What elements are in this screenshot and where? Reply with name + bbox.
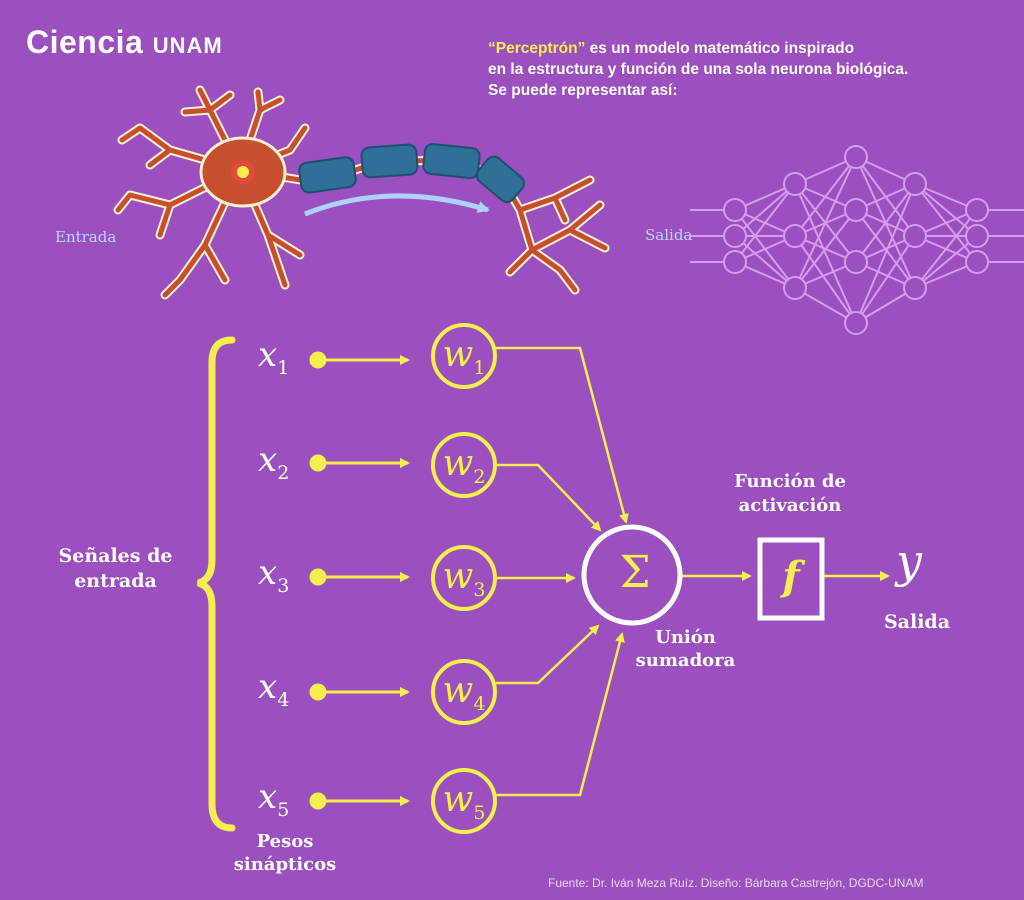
neuron-input-label: Entrada [55,228,117,246]
weight-w2: w2 [442,443,486,489]
intro-line2-bold: una sola neurona biológica. [703,61,909,78]
source-credit: Fuente: Dr. Iván Meza Ruíz. Diseño: Bárb… [548,876,924,890]
nn-edge [734,183,796,237]
logo-main: Ciencia [26,24,144,60]
neuron-output-label: Salida [645,226,693,244]
nn-edge [734,183,796,263]
nn-edge [794,235,857,324]
intro-line1: es un modelo matemático inspirado [585,40,855,57]
intro-text: “Perceptrón” es un modelo matemático ins… [488,38,1008,101]
nn-edge [794,209,857,289]
intro-line3: Se puede representar así: [488,82,678,99]
nn-edge [914,235,978,289]
input-x3: x3 [258,553,290,597]
logo-sub: UNAM [152,33,223,58]
summation-node [581,524,683,626]
nn-edge [855,183,916,324]
nn-edge [794,183,857,324]
weight-w5: w5 [442,779,486,825]
activation-symbol: f [782,553,800,600]
ciencia-unam-logo: Ciencia UNAM [26,24,223,61]
intro-line2: en la estructura y función de [488,61,704,78]
nn-edge [914,209,978,289]
weight-w4: w4 [442,670,486,716]
nn-edge [734,235,796,289]
sum-label: Unión sumadora [635,627,736,671]
sum-connections [496,346,890,797]
output-variable: y [896,534,922,588]
nn-edge [855,183,916,263]
weights-label: Pesos sinápticos [233,831,337,875]
neuron-illustration [113,85,610,300]
nn-edge [855,235,916,324]
input-x5: x5 [258,777,290,821]
input-x2: x2 [258,440,290,484]
input-arrows [309,351,410,810]
weight-circles [431,323,497,834]
weight-w3: w3 [442,556,486,602]
intro-term: “Perceptrón” [488,40,586,57]
nn-edge [794,156,857,289]
sum-symbol: Σ [619,547,651,598]
inputs-brace [196,336,236,832]
input-x4: x4 [258,667,290,711]
weight-w1: w1 [442,334,486,380]
inputs-label: Señales de entrada [58,545,173,592]
activation-label: Función de activación [734,471,846,516]
activation-box [757,537,825,621]
output-label: Salida [883,611,951,633]
nn-edge [914,183,978,237]
neural-network-illustration [690,145,1024,335]
input-x1: x1 [258,335,290,379]
nn-edge [794,156,857,237]
